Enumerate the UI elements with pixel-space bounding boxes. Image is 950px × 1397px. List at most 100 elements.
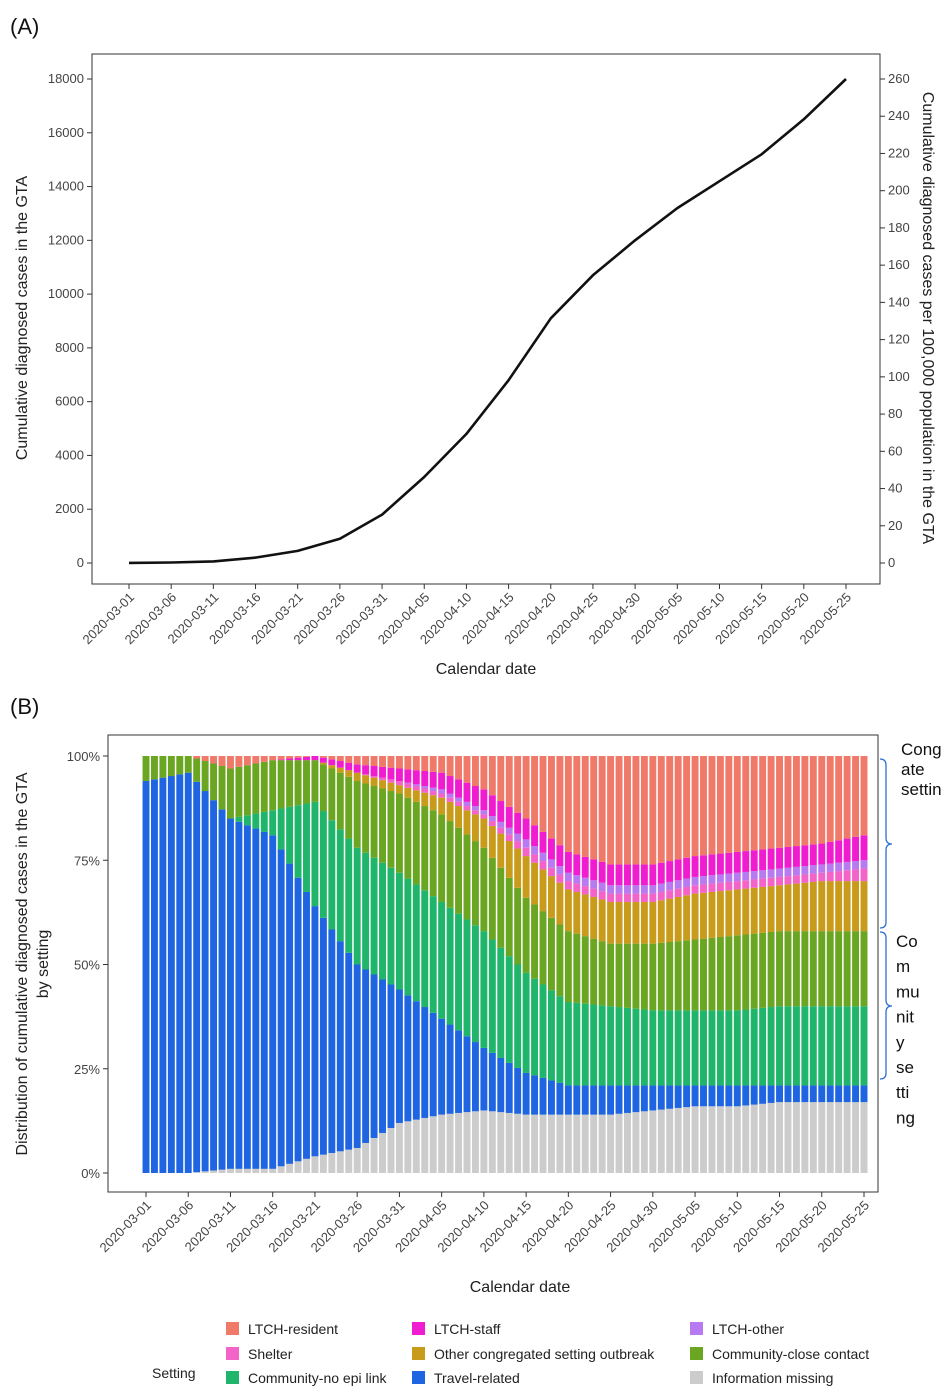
bar-segment bbox=[649, 1010, 656, 1085]
bar-segment bbox=[455, 798, 462, 802]
bar-segment bbox=[599, 941, 606, 1005]
bar-segment bbox=[683, 1085, 690, 1107]
bar-segment bbox=[193, 782, 200, 1172]
bar-segment bbox=[438, 773, 445, 790]
bar-segment bbox=[742, 889, 749, 935]
bar-segment bbox=[590, 939, 597, 1005]
bar-segment bbox=[616, 1007, 623, 1085]
bar-segment bbox=[793, 875, 800, 883]
bar-segment bbox=[708, 854, 715, 875]
bar-segment bbox=[573, 1115, 580, 1173]
bar-segment bbox=[599, 891, 606, 899]
bar-segment bbox=[632, 944, 639, 1009]
bar-segment bbox=[447, 776, 454, 794]
bar-segment bbox=[861, 881, 868, 931]
bar-segment bbox=[531, 979, 538, 1076]
a-left-tick-label: 10000 bbox=[48, 286, 84, 301]
bar-segment bbox=[320, 811, 327, 918]
bar-segment bbox=[430, 810, 437, 896]
bar-segment bbox=[548, 868, 555, 876]
bar-segment bbox=[261, 1169, 268, 1173]
bar-segment bbox=[556, 883, 563, 925]
legend-swatch bbox=[412, 1371, 425, 1384]
bar-segment bbox=[827, 1102, 834, 1173]
bar-segment bbox=[861, 1102, 868, 1173]
bar-segment bbox=[844, 1085, 851, 1102]
bar-segment bbox=[464, 756, 471, 783]
bar-segment bbox=[785, 1085, 792, 1102]
bar-segment bbox=[708, 938, 715, 1011]
bar-segment bbox=[624, 1008, 631, 1086]
bar-segment bbox=[540, 861, 547, 869]
bar-segment bbox=[548, 859, 555, 867]
bar-segment bbox=[582, 886, 589, 894]
bar-segment bbox=[666, 1109, 673, 1173]
bar-segment bbox=[396, 781, 403, 785]
bar-segment bbox=[641, 1085, 648, 1111]
bar-segment bbox=[649, 1085, 656, 1110]
bar-segment bbox=[683, 756, 690, 858]
bar-segment bbox=[810, 756, 817, 844]
bar-segment bbox=[759, 1104, 766, 1173]
bar-segment bbox=[649, 894, 656, 902]
bar-segment bbox=[455, 756, 462, 779]
legend-label: Travel-related bbox=[434, 1370, 520, 1386]
bar-segment bbox=[413, 1001, 420, 1119]
a-right-tick-label: 40 bbox=[888, 481, 902, 496]
bar-segment bbox=[607, 1115, 614, 1173]
bar-segment bbox=[641, 902, 648, 944]
bar-segment bbox=[311, 756, 318, 760]
bar-segment bbox=[295, 760, 302, 805]
bar-segment bbox=[396, 756, 403, 769]
bar-segment bbox=[708, 884, 715, 892]
bar-segment bbox=[742, 1010, 749, 1086]
bar-segment bbox=[295, 758, 302, 761]
bar-segment bbox=[404, 756, 411, 769]
bar-segment bbox=[548, 1115, 555, 1173]
bar-segment bbox=[472, 756, 479, 786]
bar-segment bbox=[438, 794, 445, 798]
bar-segment bbox=[725, 1106, 732, 1173]
bar-segment bbox=[607, 944, 614, 1007]
bar-segment bbox=[362, 784, 369, 853]
panel-b-label: (B) bbox=[10, 694, 39, 719]
bar-segment bbox=[565, 873, 572, 881]
bar-segment bbox=[852, 1102, 859, 1173]
bar-segment bbox=[852, 1006, 859, 1085]
bar-segment bbox=[582, 878, 589, 886]
bar-segment bbox=[759, 849, 766, 870]
bar-segment bbox=[472, 814, 479, 841]
annotation-top-line: ate bbox=[901, 760, 925, 779]
bar-segment bbox=[785, 1006, 792, 1085]
bar-segment bbox=[768, 849, 775, 870]
bar-segment bbox=[751, 1105, 758, 1173]
bar-segment bbox=[227, 756, 234, 769]
bar-segment bbox=[844, 756, 851, 839]
bar-segment bbox=[708, 1085, 715, 1106]
bar-segment bbox=[286, 759, 293, 761]
b-y-tick-label: 0% bbox=[81, 1166, 100, 1181]
bar-segment bbox=[421, 793, 428, 806]
bar-segment bbox=[278, 760, 285, 808]
bar-segment bbox=[556, 1083, 563, 1115]
bar-segment bbox=[861, 860, 868, 868]
bar-segment bbox=[852, 837, 859, 861]
bar-segment bbox=[168, 756, 175, 776]
bar-segment bbox=[506, 756, 513, 807]
bar-segment bbox=[447, 1025, 454, 1114]
bar-segment bbox=[354, 773, 361, 781]
bar-segment bbox=[852, 756, 859, 837]
bar-segment bbox=[514, 1068, 521, 1114]
a-right-tick-label: 120 bbox=[888, 332, 910, 347]
bar-segment bbox=[556, 756, 563, 845]
legend-title: Setting bbox=[152, 1365, 196, 1381]
bar-segment bbox=[388, 779, 395, 782]
bar-segment bbox=[286, 1164, 293, 1173]
bar-segment bbox=[159, 778, 166, 1173]
bar-segment bbox=[252, 1169, 259, 1173]
panel-a-x-title: Calendar date bbox=[436, 661, 537, 678]
bar-segment bbox=[692, 756, 699, 856]
bar-segment bbox=[354, 756, 361, 764]
bar-segment bbox=[768, 932, 775, 1007]
bar-segment bbox=[362, 774, 369, 775]
